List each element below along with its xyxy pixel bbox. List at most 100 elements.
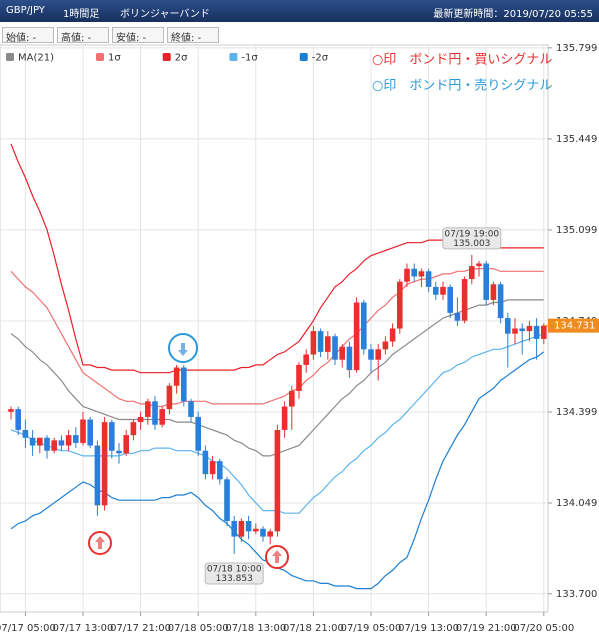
candle [80,411,86,446]
candle-body [375,349,381,360]
candle-body [296,364,302,391]
candle [353,297,360,373]
candle [260,526,266,542]
candle [267,528,273,545]
candle-body [404,268,410,282]
candle [526,320,533,342]
candle-body [238,520,245,537]
candle-body [217,461,223,480]
candle [238,518,245,542]
candle-body [51,440,57,451]
callout-box [442,227,502,250]
candle-body [58,440,65,446]
candle [346,341,353,378]
candle-body [44,437,50,451]
candle [8,406,14,420]
candle-body [209,461,216,475]
candle [404,263,410,287]
candle-body [418,271,425,277]
plot-frame [0,44,549,613]
x-tick-label: 07/19 13:00 [398,623,459,633]
candle [188,398,194,423]
candle [332,333,338,365]
candle [289,385,295,430]
candle-body [454,312,461,321]
candle-body [325,336,331,352]
candle [533,318,540,360]
candle [368,344,374,373]
signal-markers [88,333,289,569]
candle [209,455,216,480]
candle [296,362,302,399]
candle-body [195,416,201,451]
candle [375,344,381,381]
candle [411,263,417,282]
callout-box [204,562,264,585]
candle-body [245,520,252,532]
x-tick-label: 07/18 05:00 [168,623,229,633]
candle-body [231,520,237,537]
candle [397,279,403,334]
candle [469,254,475,285]
candle [274,424,281,537]
callout-value: 133.853 [216,574,253,584]
legend-swatch [6,53,14,61]
signal-annotation: ○印 ボンド円・買いシグナル [372,53,552,68]
band-line [10,268,544,408]
candle [461,276,468,324]
candle-body [339,346,345,360]
candle-body [22,429,29,438]
candle [181,364,187,407]
y-tick-label: 135.799 [556,43,597,54]
candle [101,416,108,511]
candle-body [310,331,317,355]
candle-body [173,367,180,386]
candle [130,419,137,441]
candle [361,299,367,355]
x-tick-label: 07/19 05:00 [341,623,402,633]
candle-body [397,281,403,329]
ohlc-label: 安値: - [112,27,164,44]
candle-body [505,318,511,334]
candle-body [116,450,122,454]
candle-body [461,279,468,321]
candle-body [181,367,187,402]
candle [224,476,230,527]
band-line [10,143,544,374]
candle-body [368,349,374,360]
candle-body [8,409,14,412]
candle [476,260,482,277]
x-tick-label: 07/20 05:00 [513,623,574,633]
signal-annotation: ○印 ボンド円・売りシグナル [372,78,552,94]
candle-body [425,271,432,287]
candle [490,281,497,306]
candle-body [224,479,230,521]
candle-body [130,422,137,436]
candle [152,396,158,430]
ohlc-row: 始値: - 高値: - 安値: - 終値: - [2,27,219,44]
y-tick-label: 135.449 [556,134,597,145]
candle [447,284,453,319]
sell-arrow [178,343,188,356]
candle [512,318,518,345]
candle [15,406,21,436]
x-tick-label: 07/17 21:00 [110,623,171,633]
candle-body [346,346,353,371]
candle-body [101,422,108,506]
candle-body [526,325,533,332]
candle [253,523,259,534]
buy-arrow [95,536,105,549]
candle-body [490,284,497,300]
x-tick-label: 07/17 05:00 [0,623,56,633]
candle [418,268,425,287]
candle [217,458,223,485]
buy-arrow [272,550,282,563]
last-price-label: 134.731 [554,321,595,332]
candle [159,406,165,428]
candle-body [440,286,446,295]
candle [22,419,29,449]
candle-body [94,445,101,506]
candle [483,260,489,306]
y-tick-label: 134.399 [556,407,597,418]
